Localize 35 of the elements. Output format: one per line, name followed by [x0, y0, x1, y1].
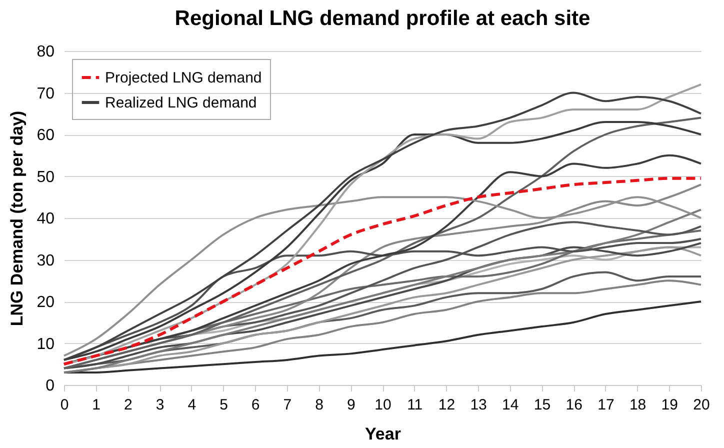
- y-tick-label: 20: [36, 294, 55, 311]
- y-tick-label: 30: [36, 252, 55, 270]
- x-tick-label: 16: [566, 396, 582, 414]
- x-tick-label: 8: [315, 396, 324, 414]
- x-tick-label: 17: [598, 396, 614, 414]
- x-tick-label: 12: [438, 396, 456, 414]
- x-tick-label: 1: [92, 396, 101, 414]
- x-tick-label: 6: [251, 396, 260, 414]
- y-axis-title: LNG Demand (ton per day): [8, 110, 27, 326]
- x-tick-label: 0: [60, 396, 69, 414]
- legend-label: Realized LNG demand: [105, 94, 257, 112]
- y-tick-label: 70: [36, 85, 55, 102]
- x-tick-label: 14: [502, 396, 519, 414]
- x-tick-label: 19: [661, 396, 678, 414]
- y-tick-label: 0: [46, 378, 55, 394]
- x-tick-label: 11: [407, 396, 423, 414]
- y-tick-label: 40: [36, 210, 55, 228]
- legend-label: Projected LNG demand: [105, 70, 262, 86]
- x-tick-label: 9: [346, 396, 356, 414]
- y-tick-label: 10: [36, 336, 55, 353]
- chart-title: Regional LNG demand profile at each site: [174, 7, 590, 30]
- x-tick-label: 5: [220, 396, 228, 414]
- x-tick-label: 18: [629, 396, 646, 414]
- x-tick-label: 13: [470, 396, 487, 414]
- x-tick-label: 20: [693, 396, 710, 414]
- x-tick-label: 15: [534, 396, 551, 414]
- x-tick-label: 7: [283, 396, 292, 414]
- x-tick-label: 10: [374, 396, 392, 414]
- x-tick-label: 4: [188, 396, 196, 414]
- x-tick-label: 2: [124, 396, 132, 414]
- y-tick-label: 80: [36, 44, 55, 60]
- x-axis-title: Year: [365, 424, 402, 444]
- y-tick-label: 60: [36, 127, 55, 144]
- y-tick-label: 50: [36, 168, 55, 186]
- x-tick-label: 3: [156, 396, 164, 414]
